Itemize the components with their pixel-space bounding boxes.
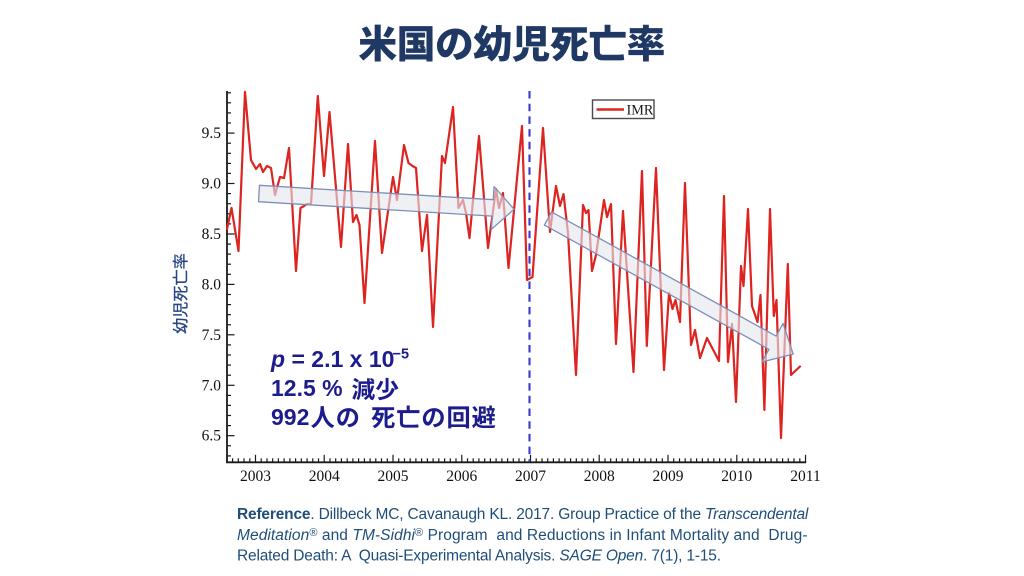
svg-text:8.0: 8.0	[202, 276, 222, 293]
svg-text:12.5 %: 12.5 %	[271, 375, 343, 401]
svg-text:2005: 2005	[378, 468, 409, 485]
svg-text:2010: 2010	[721, 468, 752, 485]
svg-text:−5: −5	[393, 347, 410, 363]
svg-text:Related Death: A Quasi-Experi: Related Death: A Quasi-Experimental Anal…	[237, 547, 721, 564]
svg-text:7.5: 7.5	[202, 327, 222, 344]
svg-text:Meditation® and TM-Sidhi® Prog: Meditation® and TM-Sidhi® Program and Re…	[237, 527, 808, 544]
svg-text:2004: 2004	[309, 468, 340, 485]
svg-text:2009: 2009	[653, 468, 684, 485]
svg-text:p = 2.1 x 10: p = 2.1 x 10	[270, 346, 394, 372]
svg-text:2007: 2007	[515, 468, 546, 485]
svg-text:Reference. Dillbeck MC, Cavana: Reference. Dillbeck MC, Cavanaugh KL. 20…	[237, 506, 809, 523]
svg-text:8.5: 8.5	[202, 226, 222, 243]
svg-text:9.5: 9.5	[202, 125, 222, 142]
svg-text:IMR: IMR	[627, 103, 654, 119]
svg-text:9.0: 9.0	[202, 176, 222, 193]
svg-text:992: 992	[271, 404, 309, 430]
svg-text:2003: 2003	[240, 468, 271, 485]
svg-text:6.5: 6.5	[202, 428, 222, 445]
svg-text:2011: 2011	[790, 468, 820, 485]
svg-text:2008: 2008	[584, 468, 615, 485]
svg-text:2006: 2006	[446, 468, 477, 485]
svg-text:7.0: 7.0	[202, 377, 222, 394]
